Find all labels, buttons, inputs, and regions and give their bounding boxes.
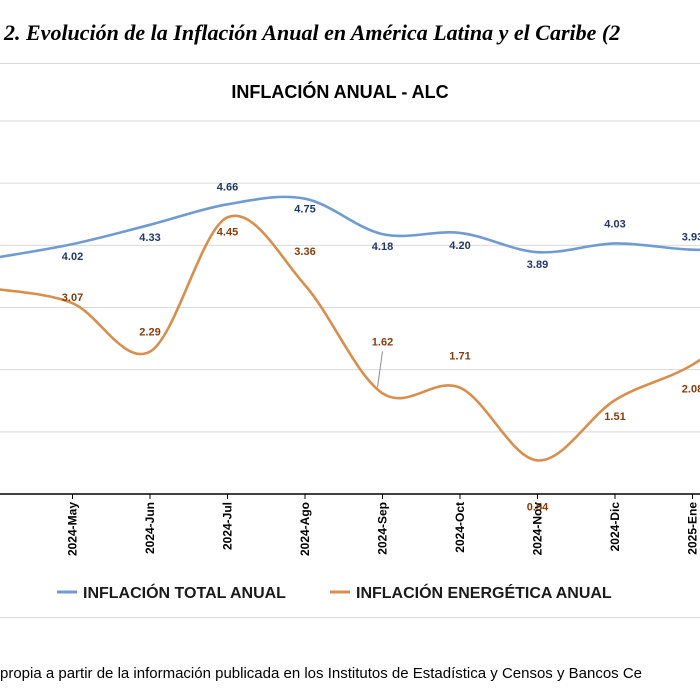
data-label-energy: 1.62 bbox=[372, 336, 393, 348]
data-label-energy: 4.45 bbox=[217, 226, 238, 238]
chart-frame bbox=[0, 63, 700, 618]
legend-label-total: INFLACIÓN TOTAL ANUAL bbox=[83, 583, 286, 602]
data-label-total: 3.93 bbox=[682, 232, 700, 244]
series-line-energy bbox=[0, 214, 700, 462]
x-tick-label: 2024-Jul bbox=[221, 502, 235, 550]
series-line-total bbox=[0, 195, 700, 259]
data-label-total: 4.66 bbox=[217, 181, 238, 193]
data-label-total: 4.75 bbox=[294, 204, 315, 216]
x-tick-label: 2024-Ago bbox=[298, 502, 312, 556]
data-label-energy: 3.07 bbox=[62, 292, 83, 304]
x-tick-label: 2024-Dic bbox=[608, 502, 622, 552]
x-tick-label: 2024-Sep bbox=[376, 502, 390, 555]
x-tick-label: 2024-Oct bbox=[453, 502, 467, 553]
data-label-energy: 1.71 bbox=[449, 351, 470, 363]
data-label-energy: 0.54 bbox=[527, 501, 549, 513]
x-tick-label: 2024-Nov bbox=[531, 502, 545, 556]
x-tick-label: 2024-Jun bbox=[143, 502, 157, 554]
data-label-energy: 3.36 bbox=[294, 246, 315, 258]
page-title: 2. Evolución de la Inflación Anual en Am… bbox=[4, 20, 621, 45]
data-label-total: 4.18 bbox=[372, 241, 393, 253]
x-tick-label: 2025-Ene bbox=[686, 502, 700, 555]
data-label-energy: 2.08 bbox=[682, 384, 700, 396]
data-label-energy: 2.29 bbox=[139, 327, 160, 339]
data-label-total: 4.20 bbox=[449, 240, 470, 252]
x-tick-label: 2024-May bbox=[66, 502, 80, 556]
data-label-total: 4.03 bbox=[604, 218, 625, 230]
data-label-energy: 1.51 bbox=[604, 411, 625, 423]
source-note: propia a partir de la información public… bbox=[0, 665, 643, 682]
data-label-total: 4.33 bbox=[139, 232, 160, 244]
data-label-total: 3.89 bbox=[527, 259, 548, 271]
chart-title: INFLACIÓN ANUAL - ALC bbox=[231, 82, 449, 102]
legend-label-energy: INFLACIÓN ENERGÉTICA ANUAL bbox=[356, 583, 612, 602]
label-leader-line bbox=[377, 351, 383, 388]
data-label-total: 4.02 bbox=[62, 251, 83, 263]
